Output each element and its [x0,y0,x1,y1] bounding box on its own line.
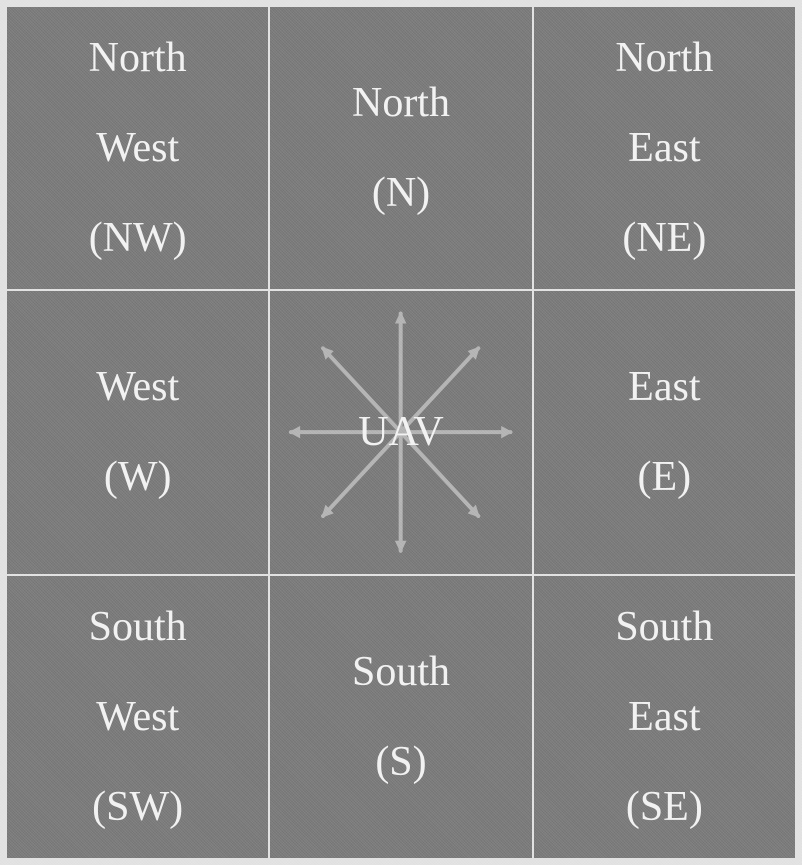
cell-ne: North East (NE) [533,6,796,290]
cell-sw-line-1: West [96,696,179,738]
cell-n: North (N) [269,6,532,290]
cell-ne-line-0: North [615,37,713,79]
cell-w-line-0: West [96,366,179,408]
cell-n-line-0: North [352,82,450,124]
cell-nw-line-1: West [96,127,179,169]
cell-center: UAV [269,290,532,574]
cell-sw: South West (SW) [6,575,269,859]
cell-sw-line-2: (SW) [92,786,183,828]
compass-grid: North West (NW) North (N) North East (NE… [0,0,802,865]
cell-n-line-1: (N) [372,172,430,214]
cell-e: East (E) [533,290,796,574]
cell-e-line-0: East [628,366,700,408]
cell-se: South East (SE) [533,575,796,859]
cell-ne-line-1: East [628,127,700,169]
cell-ne-line-2: (NE) [622,217,706,259]
cell-nw-line-2: (NW) [89,217,187,259]
center-label: UAV [358,411,444,453]
cell-nw: North West (NW) [6,6,269,290]
cell-s-line-0: South [352,651,450,693]
cell-w: West (W) [6,290,269,574]
cell-se-line-0: South [615,606,713,648]
cell-sw-line-0: South [89,606,187,648]
cell-se-line-1: East [628,696,700,738]
cell-se-line-2: (SE) [626,786,703,828]
cell-s-line-1: (S) [375,741,426,783]
cell-s: South (S) [269,575,532,859]
cell-w-line-1: (W) [104,456,172,498]
cell-e-line-1: (E) [638,456,692,498]
cell-nw-line-0: North [89,37,187,79]
